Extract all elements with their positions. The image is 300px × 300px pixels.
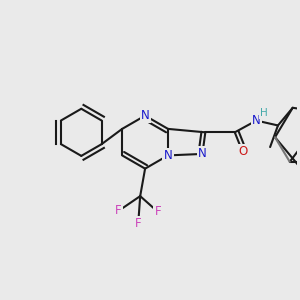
- Text: H: H: [260, 108, 268, 118]
- Text: N: N: [198, 147, 207, 161]
- Text: F: F: [115, 204, 122, 218]
- Text: N: N: [252, 114, 261, 127]
- Text: N: N: [141, 109, 149, 122]
- Text: F: F: [135, 217, 142, 230]
- Text: O: O: [238, 146, 247, 158]
- Text: N: N: [164, 149, 172, 162]
- Text: F: F: [154, 205, 161, 218]
